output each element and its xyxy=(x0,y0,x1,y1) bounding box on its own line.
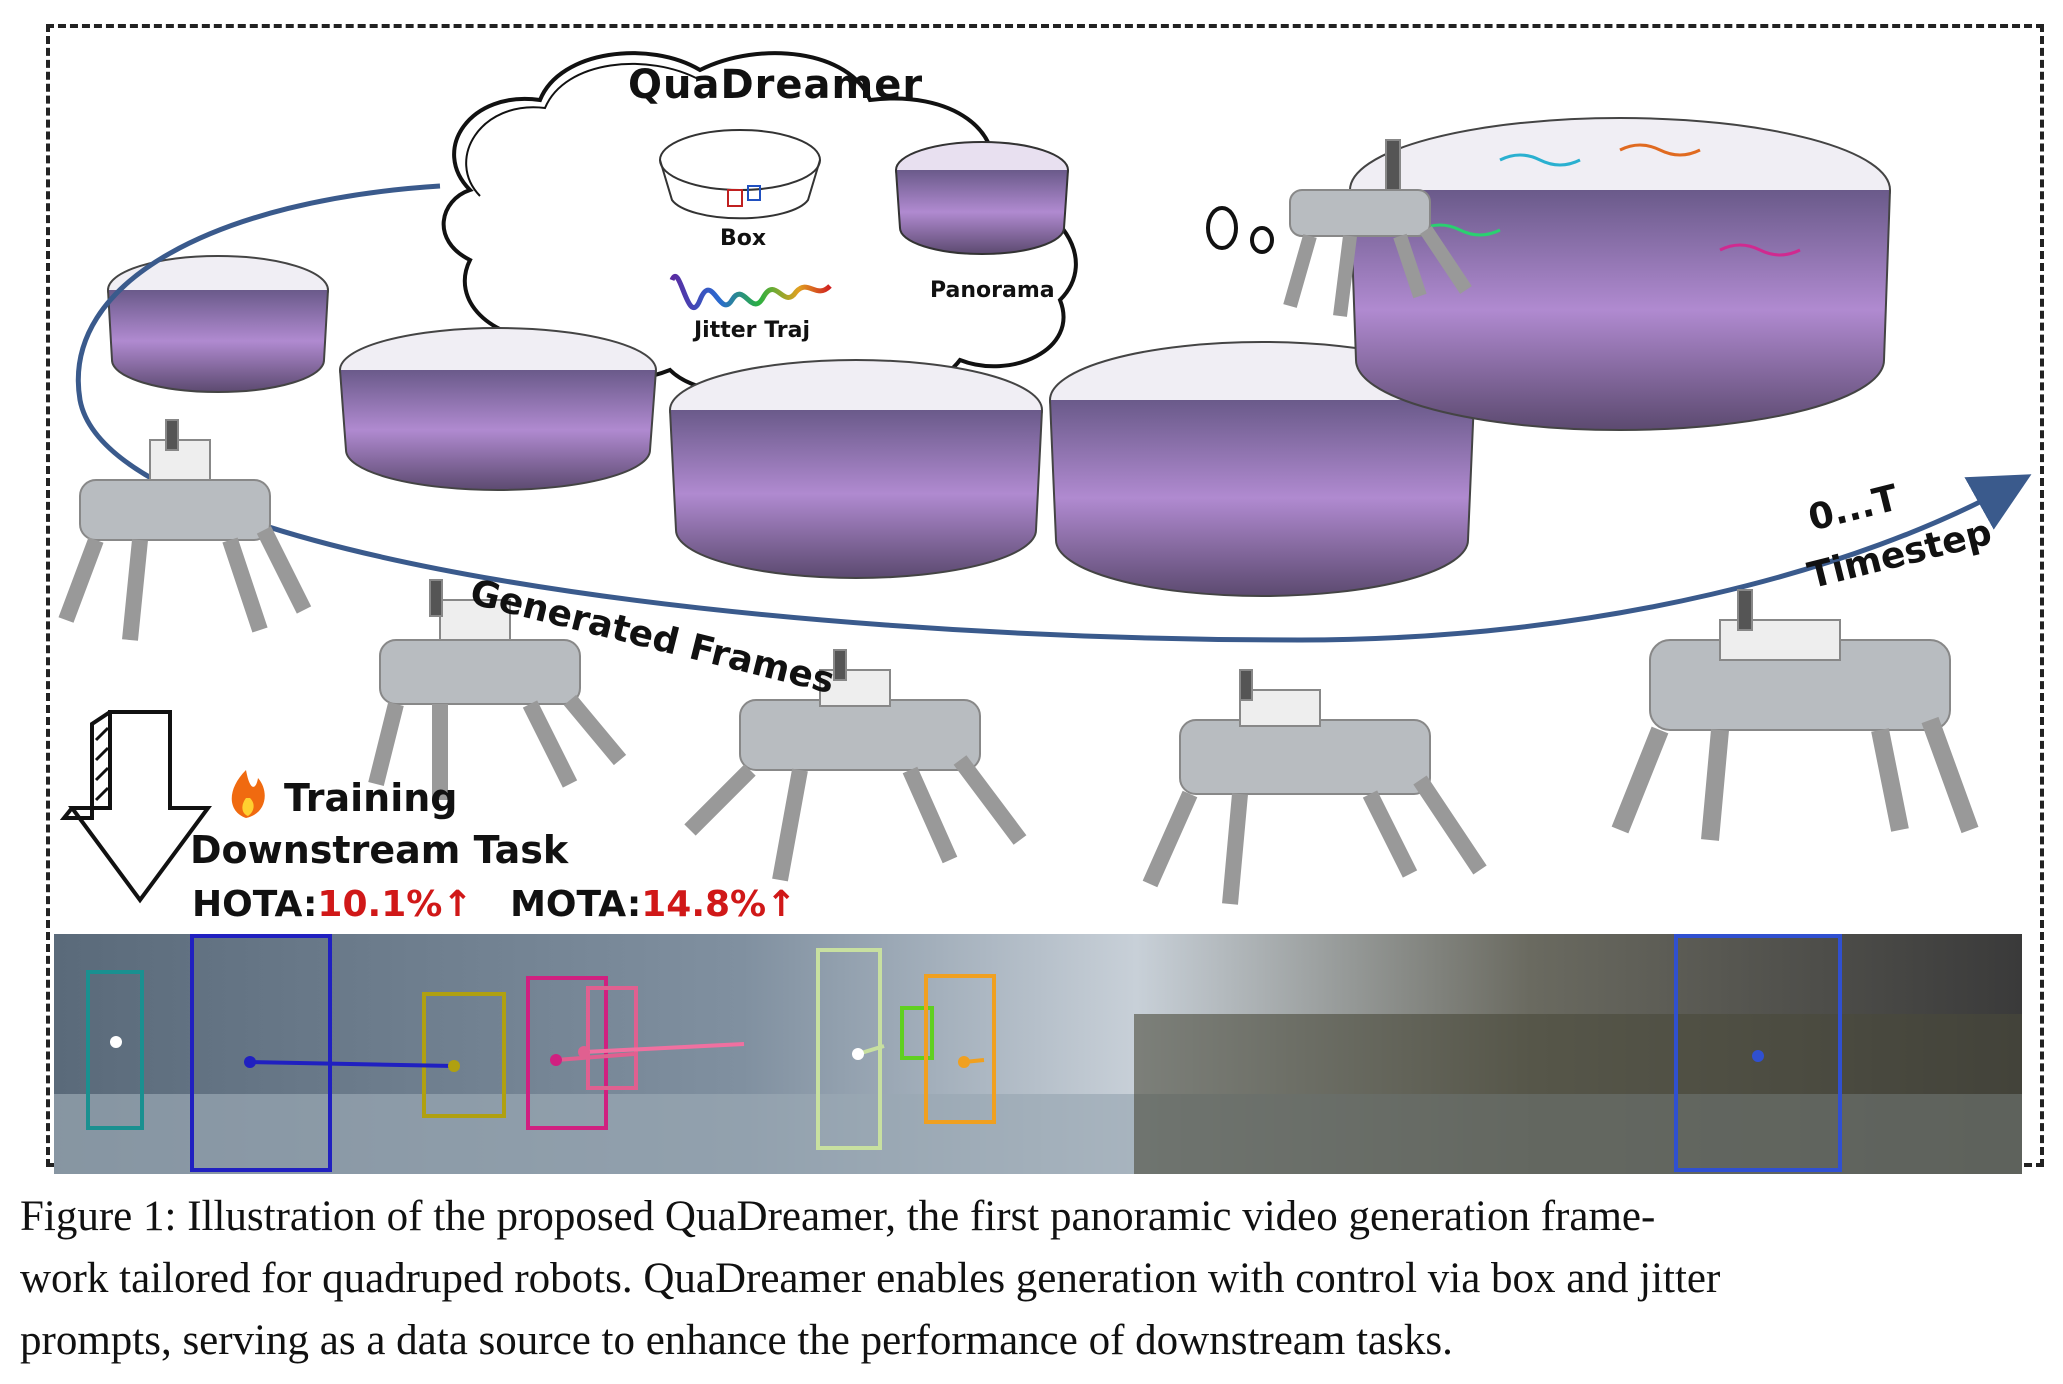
box-label: Box xyxy=(720,226,767,251)
robot-dog-2 xyxy=(368,579,627,800)
track-box xyxy=(900,1006,934,1060)
panoramic-tracking-strip xyxy=(54,934,2022,1174)
fire-icon xyxy=(231,770,265,818)
mota-value: 14.8%↑ xyxy=(641,884,797,925)
tracking-strip-graphics xyxy=(54,934,2022,1174)
metrics-row: HOTA:10.1%↑ MOTA:14.8%↑ xyxy=(192,884,796,925)
robot-dog-cloud xyxy=(1283,139,1472,317)
down-arrow-icon xyxy=(59,710,212,904)
track-box xyxy=(526,976,608,1130)
caption-line-1: Figure 1: Illustration of the proposed Q… xyxy=(20,1193,1656,1240)
track-box xyxy=(190,934,332,1172)
timeline-arrow xyxy=(75,183,2032,643)
thought-bubbles xyxy=(1206,206,1274,254)
robot-dog-3 xyxy=(684,649,1027,882)
cloud-title: QuaDreamer xyxy=(628,62,924,108)
generated-frame-ring-5 xyxy=(1349,117,1891,431)
caption-line-2: work tailored for quadruped robots. QuaD… xyxy=(20,1255,1721,1302)
cloud-panorama-ring xyxy=(895,141,1069,255)
hota-value: 10.1%↑ xyxy=(317,884,473,925)
robot-dog-4 xyxy=(1142,669,1487,905)
caption-line-3: prompts, serving as a data source to enh… xyxy=(20,1317,1453,1364)
generated-frame-ring-2 xyxy=(339,327,657,491)
figure-caption: Figure 1: Illustration of the proposed Q… xyxy=(20,1186,2050,1372)
jitter-trajectory xyxy=(669,274,832,311)
generated-frame-ring-3 xyxy=(669,359,1043,579)
panorama-label: Panorama xyxy=(930,278,1055,303)
track-box xyxy=(86,970,144,1130)
training-label: Training xyxy=(284,776,458,820)
hota-label: HOTA: xyxy=(192,884,318,925)
generated-frame-ring-1 xyxy=(107,255,329,393)
track-box xyxy=(924,974,996,1124)
track-box xyxy=(586,986,638,1090)
robot-dog-1 xyxy=(58,419,312,641)
box-ring xyxy=(659,129,821,220)
track-box xyxy=(1674,934,1842,1172)
jitter-traj-label: Jitter Traj xyxy=(694,318,811,343)
track-box xyxy=(422,992,506,1118)
robot-dog-5 xyxy=(1611,589,1979,841)
downstream-task-label: Downstream Task xyxy=(190,828,569,872)
mota-label: MOTA: xyxy=(510,884,642,925)
